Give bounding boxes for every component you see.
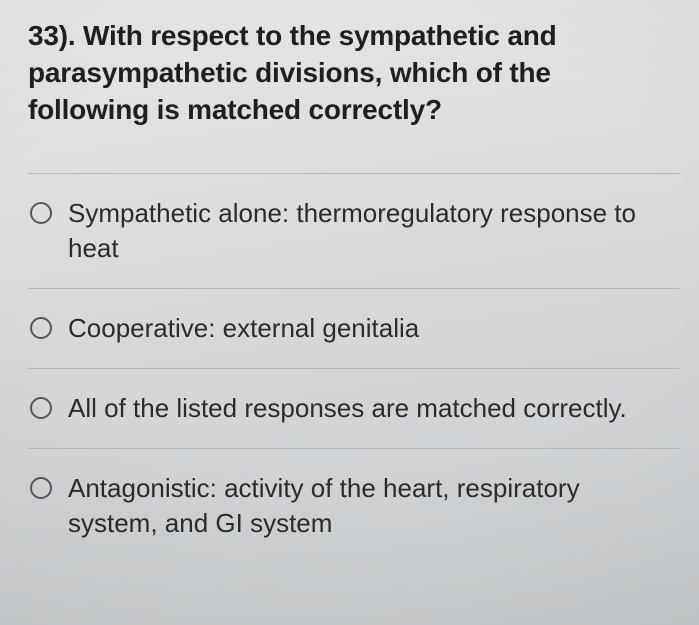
radio-unchecked-icon[interactable] [30, 397, 52, 419]
option-label: Antagonistic: activity of the heart, res… [68, 471, 675, 541]
option-row[interactable]: Antagonistic: activity of the heart, res… [28, 448, 679, 569]
option-row[interactable]: Cooperative: external genitalia [28, 288, 679, 368]
radio-unchecked-icon[interactable] [30, 477, 52, 499]
question-card: 33). With respect to the sympathetic and… [0, 0, 699, 625]
option-row[interactable]: All of the listed responses are matched … [28, 368, 679, 448]
options-list: Sympathetic alone: thermoregulatory resp… [28, 173, 679, 570]
option-label: Cooperative: external genitalia [68, 311, 425, 346]
radio-unchecked-icon[interactable] [30, 317, 52, 339]
option-label: All of the listed responses are matched … [68, 391, 633, 426]
radio-unchecked-icon[interactable] [30, 202, 52, 224]
option-row[interactable]: Sympathetic alone: thermoregulatory resp… [28, 173, 679, 288]
option-label: Sympathetic alone: thermoregulatory resp… [68, 196, 675, 266]
question-stem: 33). With respect to the sympathetic and… [28, 18, 679, 129]
